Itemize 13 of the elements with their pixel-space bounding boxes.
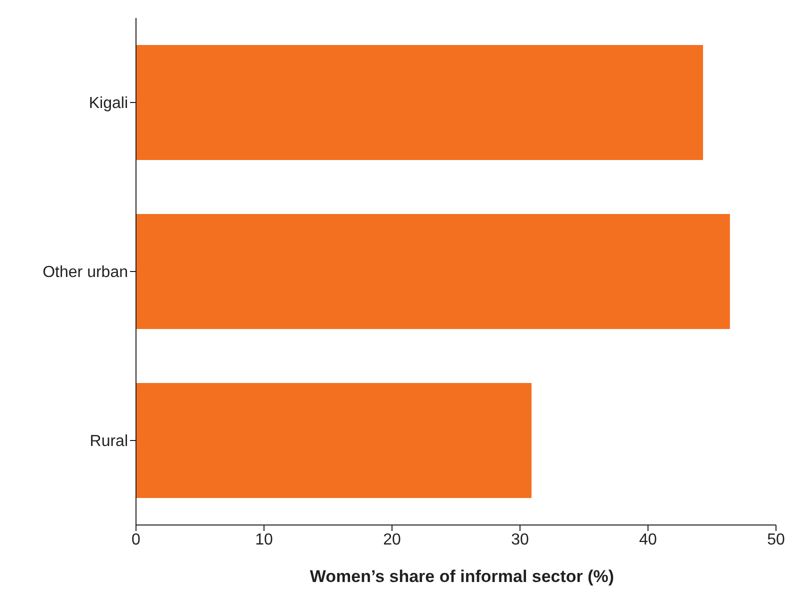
y-tick-label: Other urban	[42, 264, 128, 282]
x-tick-label: 0	[132, 531, 141, 548]
x-tick-label: 10	[255, 531, 273, 548]
x-tick-label: 20	[383, 531, 401, 548]
y-tick-label: Kigali	[88, 95, 128, 112]
y-tick-label: Rural	[90, 433, 128, 450]
bar	[136, 45, 704, 160]
x-tick-label: 40	[639, 531, 657, 548]
x-tick-label: 50	[767, 531, 785, 548]
bar	[136, 383, 532, 498]
bar	[136, 214, 730, 330]
x-axis-title: Women’s share of informal sector (%)	[308, 567, 616, 587]
x-tick-label: 30	[511, 531, 529, 548]
